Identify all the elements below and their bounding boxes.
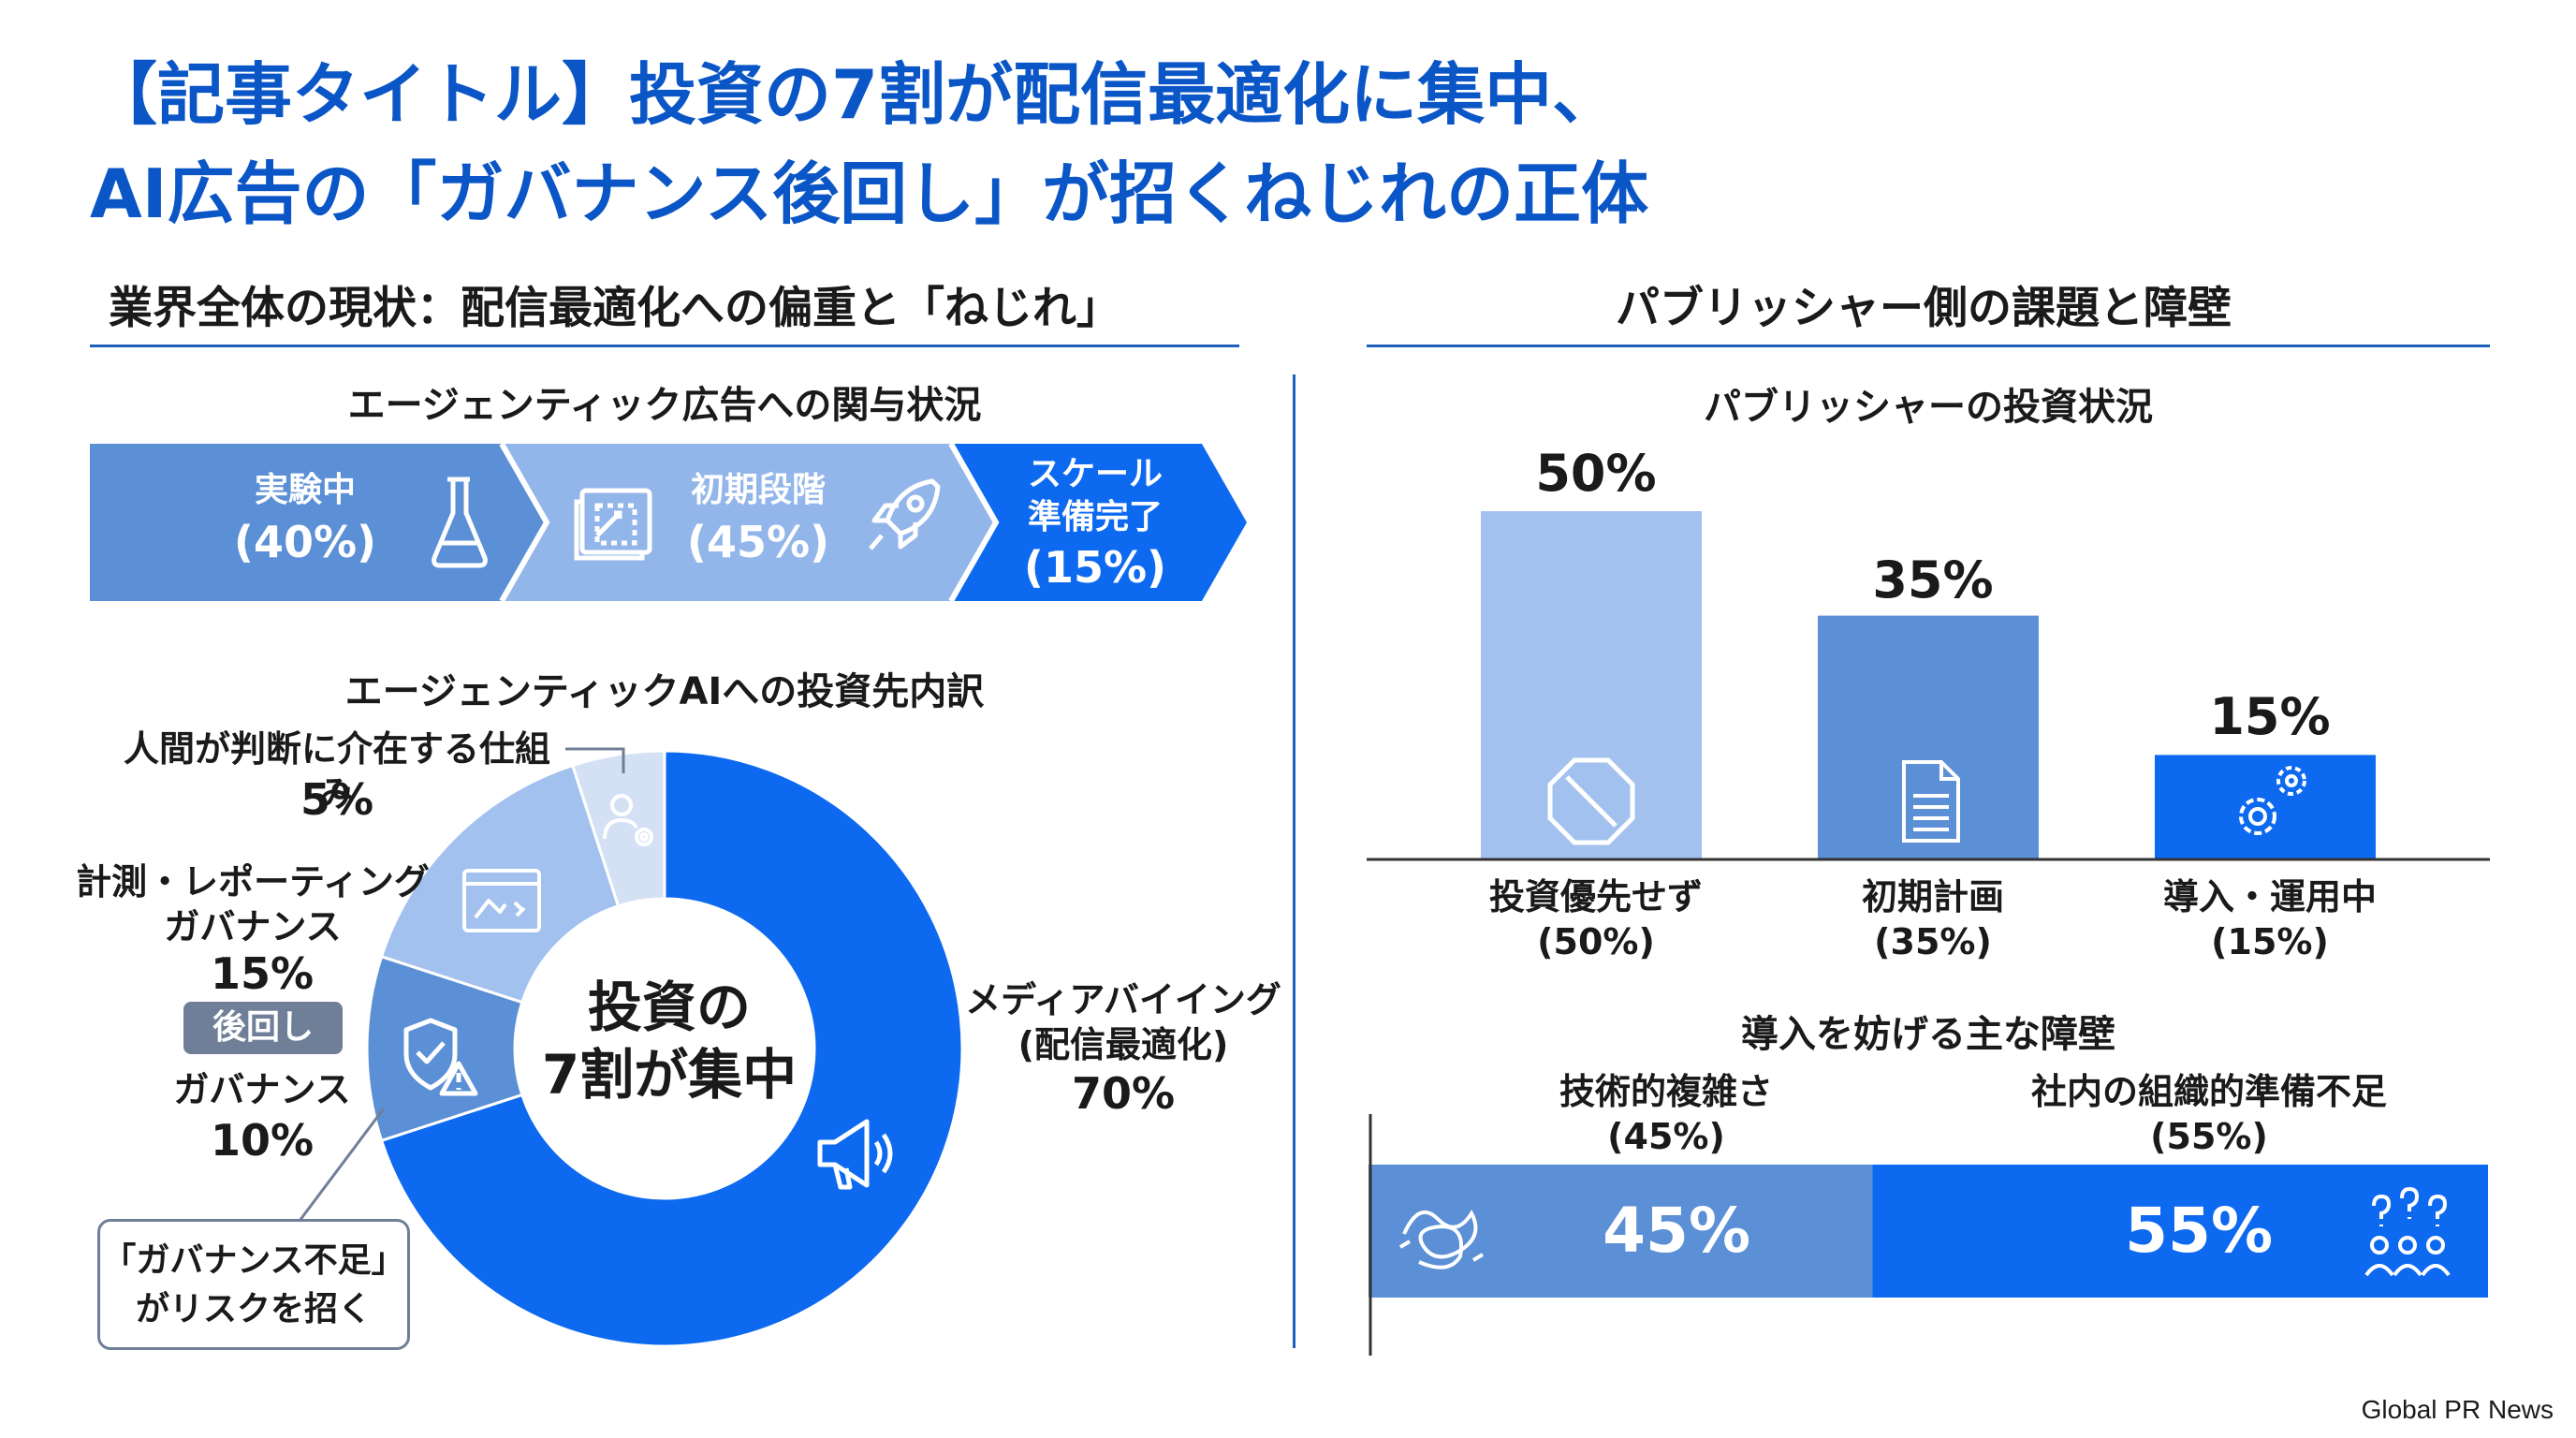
bar-no-priority xyxy=(1481,511,1702,859)
bar-category-3-name: 導入・運用中 xyxy=(2162,876,2377,917)
label-human-in-loop-pct: 5% xyxy=(300,774,374,825)
bar-category-1: 投資優先せず (50%) xyxy=(1456,874,1736,964)
stage-scale-chevron xyxy=(951,444,1247,601)
barrier-label-1: 技術的複雑さ 技術的複雑さ (45%) xyxy=(1479,1069,1853,1159)
right-section-rule xyxy=(1367,345,2490,347)
bar-in-operation xyxy=(2155,755,2376,859)
stage-experiment-label: 実験中 (40%) xyxy=(183,468,427,571)
bar-initial-planning xyxy=(1818,615,2039,859)
tangle-icon xyxy=(1398,1209,1485,1269)
label-governance-pct: 10% xyxy=(210,1115,315,1166)
barrier-bar-technical xyxy=(1368,1165,1873,1298)
donut-center-text: 投資の 7割が集中 xyxy=(505,974,833,1108)
barrier-label-1-pct: (45%) xyxy=(1607,1116,1725,1157)
prohibit-icon xyxy=(1547,757,1635,845)
donut-heading: エージェンティックAIへの投資先内訳 xyxy=(344,670,985,713)
stage-initial-label: 初期段階 (45%) xyxy=(637,468,880,571)
flask-icon xyxy=(432,477,488,568)
bar-category-3-value: (15%) xyxy=(2211,921,2329,962)
bar-pct-label-2: 35% xyxy=(1872,550,1994,609)
barriers-stacked-bar: 45% 55% xyxy=(1368,1114,2488,1356)
callout-pointer xyxy=(298,1108,386,1222)
callout-line-1: 「ガバナンス不足」 xyxy=(102,1241,405,1280)
label-governance: ガバナンス xyxy=(173,1069,351,1110)
stage-experiment-value: (40%) xyxy=(233,517,377,567)
barrier-bar-label-2: 55% xyxy=(2125,1195,2273,1267)
barrier-label-2-pct: (55%) xyxy=(2150,1116,2268,1157)
barrier-bar-organizational xyxy=(1872,1165,2488,1298)
center-divider xyxy=(1293,374,1295,1348)
stage-scale-label: スケール 準備完了 (15%) xyxy=(992,453,1198,595)
barrier-bar-label-1: 45% xyxy=(1603,1195,1750,1267)
bar-pct-label-1: 50% xyxy=(1535,444,1657,503)
person-gear-icon xyxy=(603,794,653,846)
label-media-pct: 70% xyxy=(1071,1068,1176,1119)
donut-center-line-2: 7割が集中 xyxy=(541,1043,798,1107)
bar-category-2: 初期計画 (35%) xyxy=(1793,874,2073,964)
megaphone-icon xyxy=(817,1119,893,1190)
document-icon xyxy=(1902,760,1960,843)
stage-scale-value: (15%) xyxy=(1023,542,1167,593)
bar-category-2-name: 初期計画 xyxy=(1861,876,2004,917)
donut-slice-media-buying xyxy=(379,749,964,1348)
leader-line-human xyxy=(565,747,625,773)
title-line-2: AI広告の「ガバナンス後回し」が招くねじれの正体 xyxy=(90,154,1649,233)
barrier-label-2-name: 社内の組織的準備不足 xyxy=(2030,1071,2387,1112)
label-measurement-line-2: ガバナンス xyxy=(164,906,342,947)
donut-center-line-1: 投資の xyxy=(587,976,751,1039)
left-section-rule xyxy=(90,345,1239,347)
stage-scale-name-2: 準備完了 xyxy=(1027,498,1163,536)
dashboard-icon xyxy=(462,869,541,932)
stage-initial-chevron xyxy=(502,444,996,601)
label-media-buying: メディアバイイング (配信最適化) xyxy=(955,977,1292,1067)
stages-flow xyxy=(90,444,1247,601)
label-measurement-line-1: 計測・レポーティング xyxy=(76,861,430,902)
postponed-badge: 後回し xyxy=(183,1002,343,1054)
page-title: 【記事タイトル】投資の7割が配信最適化に集中、 AI広告の「ガバナンス後回し」が… xyxy=(90,45,2524,243)
bar-category-1-name: 投資優先せず xyxy=(1488,876,1703,917)
people-question-icon xyxy=(2364,1186,2451,1277)
stage-experiment-name: 実験中 xyxy=(254,471,356,509)
bar-category-1-value: (50%) xyxy=(1537,921,1655,962)
callout-line-2: がリスクを招く xyxy=(135,1290,372,1328)
label-measurement-pct: 15% xyxy=(210,948,315,999)
label-media-line-2: (配信最適化) xyxy=(1017,1024,1229,1065)
governance-risk-callout: 「ガバナンス不足」 がリスクを招く xyxy=(97,1219,410,1350)
shield-warning-icon xyxy=(403,1018,478,1096)
stages-heading: エージェンティック広告への関与状況 xyxy=(347,384,982,427)
label-human-in-loop: 人間が判断に介在する仕組み xyxy=(123,728,550,814)
gears-icon xyxy=(2239,766,2306,835)
barriers-heading: 導入を妨げる主な障壁 xyxy=(1741,1013,2115,1056)
bar-pct-label-3: 15% xyxy=(2209,687,2331,746)
stage-initial-name: 初期段階 xyxy=(690,471,826,509)
footer-source: Global PR News xyxy=(2361,1395,2554,1424)
investment-donut-chart xyxy=(365,749,964,1348)
label-media-line-1: メディアバイイング xyxy=(965,979,1281,1020)
left-section-heading: 業界全体の現状：配信最適化への偏重と「ねじれ」 xyxy=(109,283,1120,334)
bar-category-3: 導入・運用中 (15%) xyxy=(2130,874,2410,964)
stage-initial-value: (45%) xyxy=(686,517,830,567)
rocket-icon xyxy=(869,478,941,550)
label-measurement-governance: 計測・レポーティング ガバナンス xyxy=(75,859,431,949)
barrier-label-2: 社内の組織的準備不足 (55%) xyxy=(2003,1069,2415,1159)
stage-scale-name-1: スケール xyxy=(1027,455,1163,493)
blueprint-icon xyxy=(574,488,652,561)
bars-heading: パブリッシャーの投資状況 xyxy=(1704,386,2153,429)
title-line-1: 【記事タイトル】投資の7割が配信最適化に集中、 xyxy=(90,55,1620,134)
barrier-label-1-name: 技術的複雑さ xyxy=(1559,1071,1773,1112)
donut-slice-human-in-loop xyxy=(570,749,666,908)
right-section-heading: パブリッシャー側の課題と障壁 xyxy=(1616,283,2232,334)
publisher-investment-chart xyxy=(1367,511,2490,861)
bar-category-2-value: (35%) xyxy=(1874,921,1992,962)
